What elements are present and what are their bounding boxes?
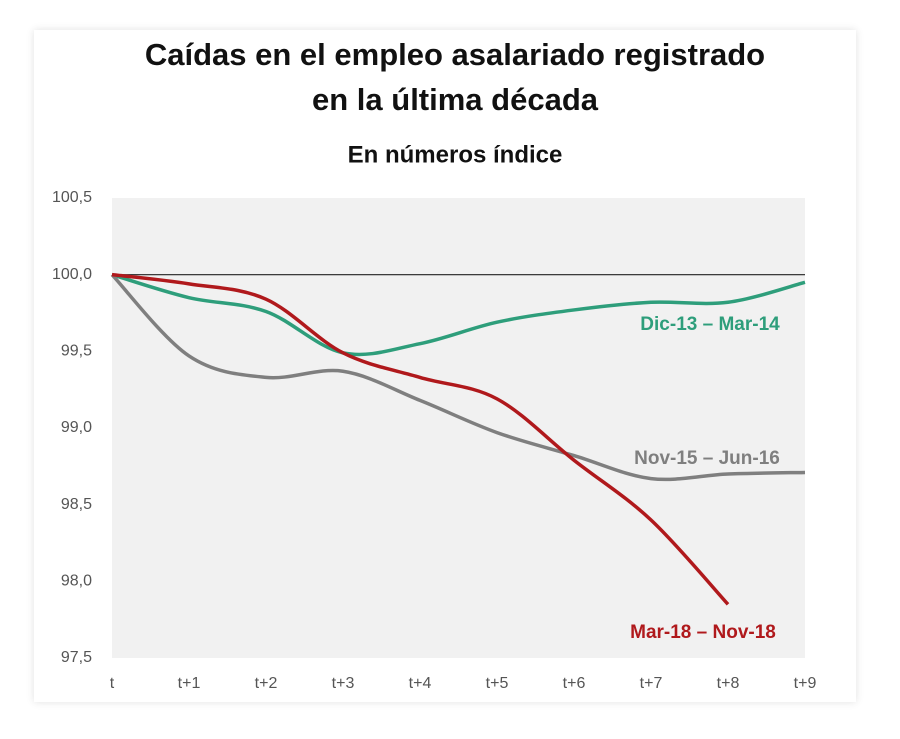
x-tick-label: t+6 bbox=[563, 675, 586, 692]
x-tick-label: t+8 bbox=[717, 675, 740, 692]
y-tick-label: 98,5 bbox=[61, 496, 92, 513]
x-tick-label: t+7 bbox=[640, 675, 663, 692]
chart-title: en la última década bbox=[312, 82, 599, 117]
y-tick-label: 97,5 bbox=[61, 649, 92, 666]
chart-subtitle: En números índice bbox=[348, 141, 563, 168]
series-line bbox=[111, 272, 806, 357]
series-label: Dic-13 – Mar-14 bbox=[640, 314, 780, 335]
chart-title: Caídas en el empleo asalariado registrad… bbox=[145, 37, 765, 72]
x-tick-label: t+4 bbox=[409, 675, 432, 692]
plot-area bbox=[112, 198, 805, 658]
y-tick-label: 100,5 bbox=[52, 189, 92, 206]
series-line bbox=[111, 272, 730, 606]
x-tick-label: t+5 bbox=[486, 675, 509, 692]
x-tick-label: t bbox=[110, 675, 115, 692]
x-tick-label: t+3 bbox=[332, 675, 355, 692]
y-tick-label: 98,0 bbox=[61, 573, 92, 590]
series-line bbox=[110, 273, 806, 482]
y-tick-label: 100,0 bbox=[52, 266, 92, 283]
x-tick-label: t+9 bbox=[794, 675, 817, 692]
y-tick-label: 99,5 bbox=[61, 343, 92, 360]
x-tick-label: t+1 bbox=[178, 675, 201, 692]
series-label: Mar-18 – Nov-18 bbox=[630, 622, 776, 643]
series-label: Nov-15 – Jun-16 bbox=[634, 448, 780, 469]
x-tick-label: t+2 bbox=[255, 675, 278, 692]
y-tick-label: 99,0 bbox=[61, 419, 92, 436]
